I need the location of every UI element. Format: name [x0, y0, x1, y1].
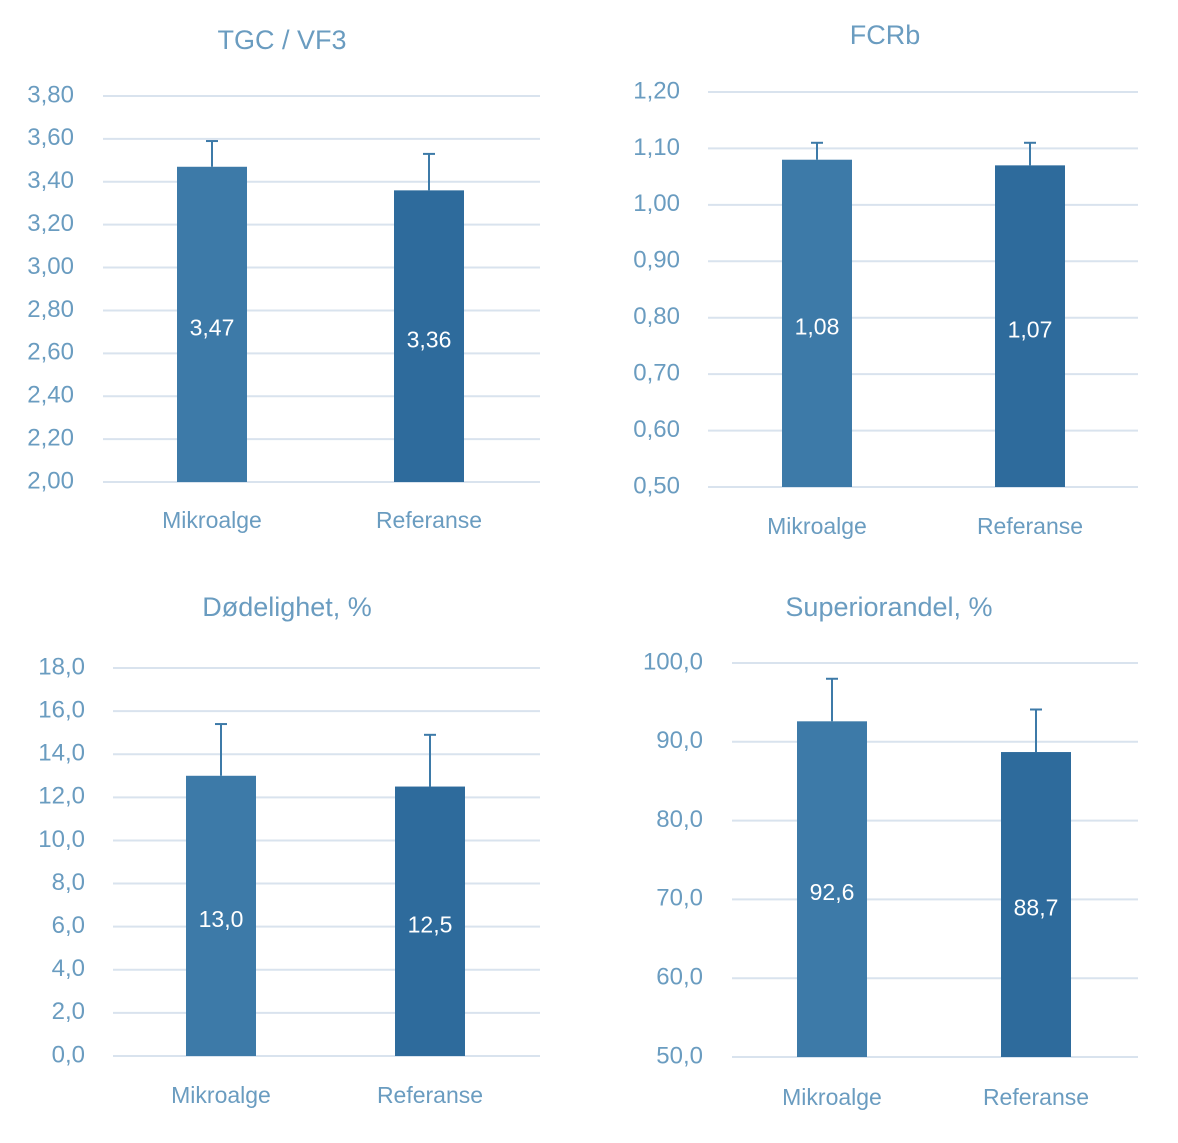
value-label: 3,36 — [407, 326, 452, 352]
value-label: 88,7 — [1014, 895, 1059, 921]
x-tick-label: Mikroalge — [171, 1082, 271, 1108]
y-tick-label: 3,00 — [27, 253, 74, 280]
bar — [782, 159, 852, 487]
y-tick-label: 2,0 — [52, 998, 85, 1025]
x-tick-label: Mikroalge — [782, 1084, 882, 1110]
y-tick-label: 0,50 — [633, 472, 680, 499]
y-tick-label: 1,20 — [633, 77, 680, 104]
y-tick-label: 2,80 — [27, 296, 74, 323]
chart-title: TGC / VF3 — [217, 25, 346, 55]
y-tick-label: 3,60 — [27, 124, 74, 151]
y-tick-label: 0,90 — [633, 247, 680, 274]
bar — [995, 165, 1065, 487]
value-label: 92,6 — [810, 879, 855, 905]
x-tick-label: Referanse — [977, 513, 1083, 539]
bar — [395, 786, 465, 1056]
value-label: 1,07 — [1008, 316, 1053, 342]
y-tick-label: 2,40 — [27, 382, 74, 409]
x-tick-label: Mikroalge — [162, 507, 262, 533]
y-tick-label: 70,0 — [656, 885, 703, 912]
y-tick-label: 3,80 — [27, 81, 74, 108]
y-tick-label: 60,0 — [656, 964, 703, 991]
y-tick-label: 100,0 — [643, 648, 703, 675]
bar — [394, 190, 464, 482]
x-tick-label: Referanse — [376, 507, 482, 533]
y-tick-label: 16,0 — [38, 696, 85, 723]
bar — [177, 166, 247, 482]
value-label: 1,08 — [795, 313, 840, 339]
chart-title: FCRb — [850, 20, 921, 50]
y-tick-label: 80,0 — [656, 806, 703, 833]
value-label: 3,47 — [190, 314, 235, 340]
bar — [797, 721, 867, 1057]
y-tick-label: 0,80 — [633, 303, 680, 330]
x-tick-label: Mikroalge — [767, 513, 867, 539]
y-tick-label: 6,0 — [52, 912, 85, 939]
y-tick-label: 50,0 — [656, 1042, 703, 1069]
y-tick-label: 1,00 — [633, 190, 680, 217]
y-tick-label: 0,0 — [52, 1041, 85, 1068]
y-tick-label: 1,10 — [633, 134, 680, 161]
y-tick-label: 2,20 — [27, 424, 74, 451]
bar — [1001, 752, 1071, 1057]
bar — [186, 775, 256, 1056]
y-tick-label: 12,0 — [38, 783, 85, 810]
y-tick-label: 8,0 — [52, 869, 85, 896]
y-tick-label: 4,0 — [52, 955, 85, 982]
y-tick-label: 10,0 — [38, 826, 85, 853]
y-tick-label: 2,60 — [27, 339, 74, 366]
y-tick-label: 2,00 — [27, 467, 74, 494]
chart-title: Superiorandel, % — [785, 592, 992, 622]
value-label: 13,0 — [199, 906, 244, 932]
y-tick-label: 90,0 — [656, 727, 703, 754]
x-tick-label: Referanse — [983, 1084, 1089, 1110]
y-tick-label: 0,60 — [633, 416, 680, 443]
y-tick-label: 3,40 — [27, 167, 74, 194]
x-tick-label: Referanse — [377, 1082, 483, 1108]
value-label: 12,5 — [408, 911, 453, 937]
y-tick-label: 18,0 — [38, 653, 85, 680]
y-tick-label: 3,20 — [27, 210, 74, 237]
chart-title: Dødelighet, % — [202, 592, 372, 622]
y-tick-label: 14,0 — [38, 740, 85, 767]
y-tick-label: 0,70 — [633, 359, 680, 386]
